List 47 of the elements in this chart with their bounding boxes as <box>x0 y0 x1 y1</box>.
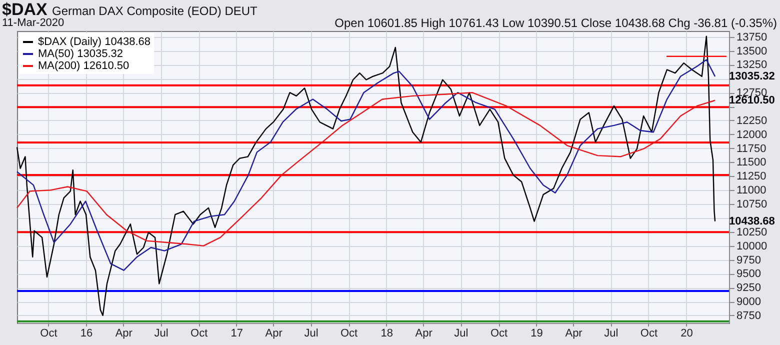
x-tick-label: 16 <box>80 328 93 340</box>
x-tick-label: Apr <box>265 328 283 340</box>
chart-title: $DAX <box>2 0 48 19</box>
y-tick-label: 13500 <box>736 45 768 58</box>
x-tick-label: Oct <box>190 328 208 340</box>
line-series <box>16 59 716 271</box>
y-tick-label: 9750 <box>736 254 761 266</box>
y-tick-label: 11250 <box>736 170 766 183</box>
x-tick-label: 17 <box>230 328 244 340</box>
y-tick-label: 12000 <box>736 128 768 141</box>
text: Open 10601.85 High 10761.43 Low 10390.51 Close 10438.68 Chg -36.81 (-0.35%) <box>334 16 777 30</box>
legend-label: $DAX (Daily) 10438.68 <box>38 36 151 48</box>
chart-subtitle: German DAX Composite (EOD) DEUT <box>52 4 258 18</box>
x-tick-label: Apr <box>115 328 133 340</box>
x-tick-label: Jul <box>304 328 318 340</box>
y-tick-label: 11500 <box>736 156 766 169</box>
x-tick-label: Oct <box>340 328 358 340</box>
y-tick-label: 8750 <box>736 310 761 322</box>
line-series <box>16 36 716 316</box>
legend-label: MA(50) 13035.32 <box>38 48 123 60</box>
y-tick-label: 13750 <box>736 31 768 44</box>
x-tick-label: 20 <box>680 328 693 340</box>
x-tick-label: Jul <box>454 328 468 340</box>
x-tick-label: 18 <box>380 328 393 340</box>
x-tick-label: Oct <box>40 328 58 340</box>
x-tick-label: Jul <box>604 328 618 340</box>
annotation: 10438.68 <box>729 215 775 228</box>
line-series <box>16 92 716 246</box>
x-tick-label: Oct <box>490 328 508 340</box>
y-tick-label: 9000 <box>736 296 761 308</box>
annotation: 13035.32 <box>729 70 775 83</box>
y-tick-label: 10750 <box>736 198 768 211</box>
y-tick-label: 9500 <box>736 268 761 280</box>
x-tick-label: Apr <box>415 328 433 340</box>
y-tick-label: 13250 <box>736 59 768 72</box>
y-tick-label: 12250 <box>736 114 768 127</box>
y-tick-label: 11000 <box>736 184 766 197</box>
legend-label: MA(200) 12610.50 <box>38 60 130 72</box>
x-tick-label: Jul <box>154 328 168 340</box>
y-tick-label: 10000 <box>736 240 768 252</box>
y-tick-label: 10250 <box>736 226 768 238</box>
x-tick-label: 19 <box>530 328 543 340</box>
y-tick-label: 9250 <box>736 282 761 294</box>
x-tick-label: Apr <box>565 328 583 340</box>
text: 11-Mar-2020 <box>2 17 64 29</box>
y-tick-label: 11750 <box>736 142 766 155</box>
x-tick-label: Oct <box>640 328 658 340</box>
